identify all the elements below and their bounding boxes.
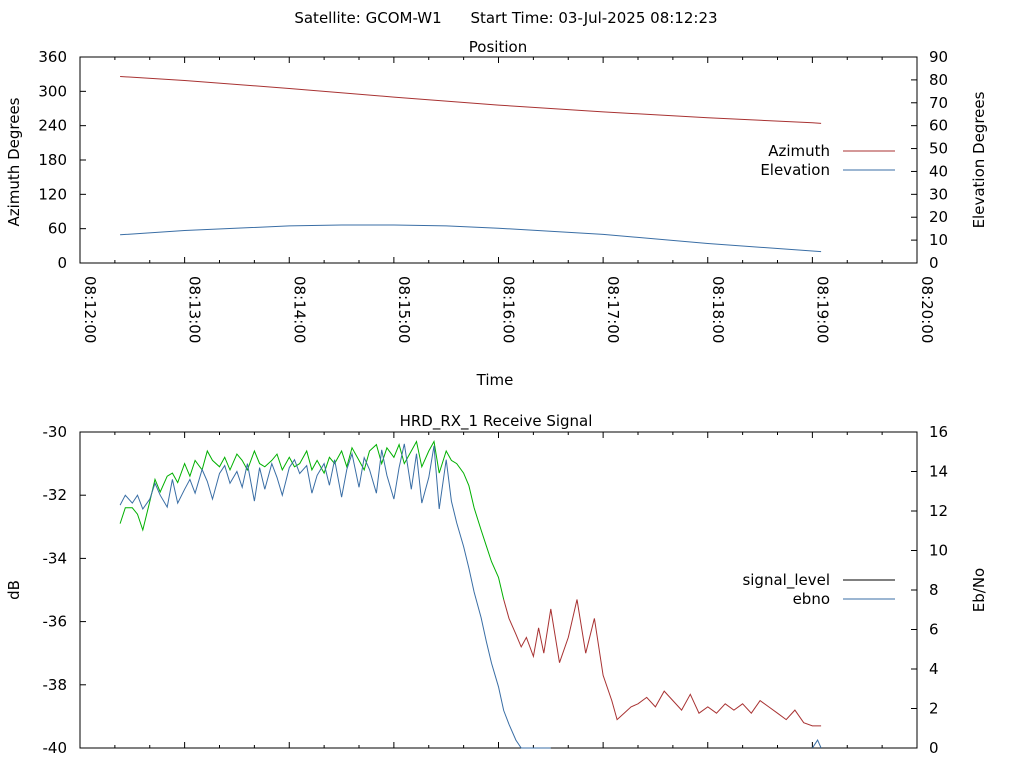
x-tick-label: 08:12:00: [81, 276, 99, 343]
plot-frame: [79, 56, 918, 264]
y-tick-label: 300: [38, 82, 67, 100]
position-chart: Position 0 60 120 180 240 300 360 0 10 20 30 40 50 60 7…: [5, 38, 988, 389]
satellite-label: Satellite: GCOM-W1: [294, 9, 441, 27]
y-tick-label: -30: [43, 423, 68, 441]
signal-level-line: [503, 599, 822, 727]
x-axis-title: Time: [476, 371, 514, 389]
y-tick-label: -34: [43, 549, 68, 567]
legend-label-elevation: Elevation: [760, 161, 830, 179]
y2-tick-label: 4: [929, 660, 939, 678]
y-tick-label: 0: [57, 254, 67, 272]
y2-tick-label: 10: [929, 542, 948, 560]
x-tick-label: 08:18:00: [709, 276, 727, 343]
ebno-line: [811, 739, 822, 749]
start-time-label: Start Time: 03-Jul-2025 08:12:23: [470, 9, 717, 27]
y2-tick-label: 0: [929, 739, 939, 757]
y2-tick-label: 2: [929, 700, 939, 718]
y2-tick-label: 50: [929, 140, 948, 158]
y2-tick-label: 16: [929, 423, 948, 441]
y-tick-label: -32: [43, 486, 68, 504]
plot-frame: [79, 431, 918, 749]
y2-tick-label: 40: [929, 162, 948, 180]
y2-tick-label: 0: [929, 254, 939, 272]
y2-tick-label: 30: [929, 185, 948, 203]
x-tick-label: 08:14:00: [290, 276, 308, 343]
y2-tick-label: 90: [929, 48, 948, 66]
y2-tick-label: 14: [929, 463, 948, 481]
x-tick-label: 08:15:00: [395, 276, 413, 343]
y-axis-title: dB: [5, 580, 23, 600]
azimuth-line: [120, 76, 822, 124]
y-tick-label: 60: [48, 220, 67, 238]
legend-label-azimuth: Azimuth: [768, 142, 830, 160]
x-tick-label: 08:13:00: [186, 276, 204, 343]
y2-tick-label: 12: [929, 502, 948, 520]
elevation-line: [120, 224, 822, 253]
y-tick-label: -36: [43, 613, 68, 631]
legend-label-signal-level: signal_level: [742, 571, 830, 590]
y-tick-label: -38: [43, 676, 68, 694]
x-tick-label: 08:16:00: [500, 276, 518, 343]
ebno-line: [503, 710, 551, 749]
y-tick-label: -40: [43, 739, 68, 757]
y-tick-label: 240: [38, 117, 67, 135]
y-tick-label: 360: [38, 48, 67, 66]
receive-signal-chart: HRD_RX_1 Receive Signal -30 -32 -34 -36 -38 -4…: [5, 412, 988, 757]
x-tick-label: 08:20:00: [918, 276, 936, 343]
y-axis-title: Azimuth Degrees: [5, 97, 23, 226]
y2-tick-label: 10: [929, 231, 948, 249]
x-tick-label: 08:17:00: [604, 276, 622, 343]
y2-tick-label: 20: [929, 208, 948, 226]
y2-axis-title: Elevation Degrees: [970, 91, 988, 228]
y-tick-label: 180: [38, 151, 67, 169]
ebno-line: [119, 443, 505, 711]
signal-level-line: [119, 439, 505, 600]
chart-title: HRD_RX_1 Receive Signal: [400, 412, 593, 431]
y2-tick-label: 6: [929, 621, 939, 639]
y2-tick-label: 8: [929, 581, 939, 599]
x-tick-label: 08:19:00: [813, 276, 831, 343]
legend-label-ebno: ebno: [793, 590, 830, 608]
y2-axis-title: Eb/No: [970, 568, 988, 612]
y-tick-label: 120: [38, 185, 67, 203]
y2-tick-label: 60: [929, 117, 948, 135]
chart-title: Position: [469, 38, 527, 56]
y2-tick-label: 70: [929, 94, 948, 112]
y2-tick-label: 80: [929, 71, 948, 89]
